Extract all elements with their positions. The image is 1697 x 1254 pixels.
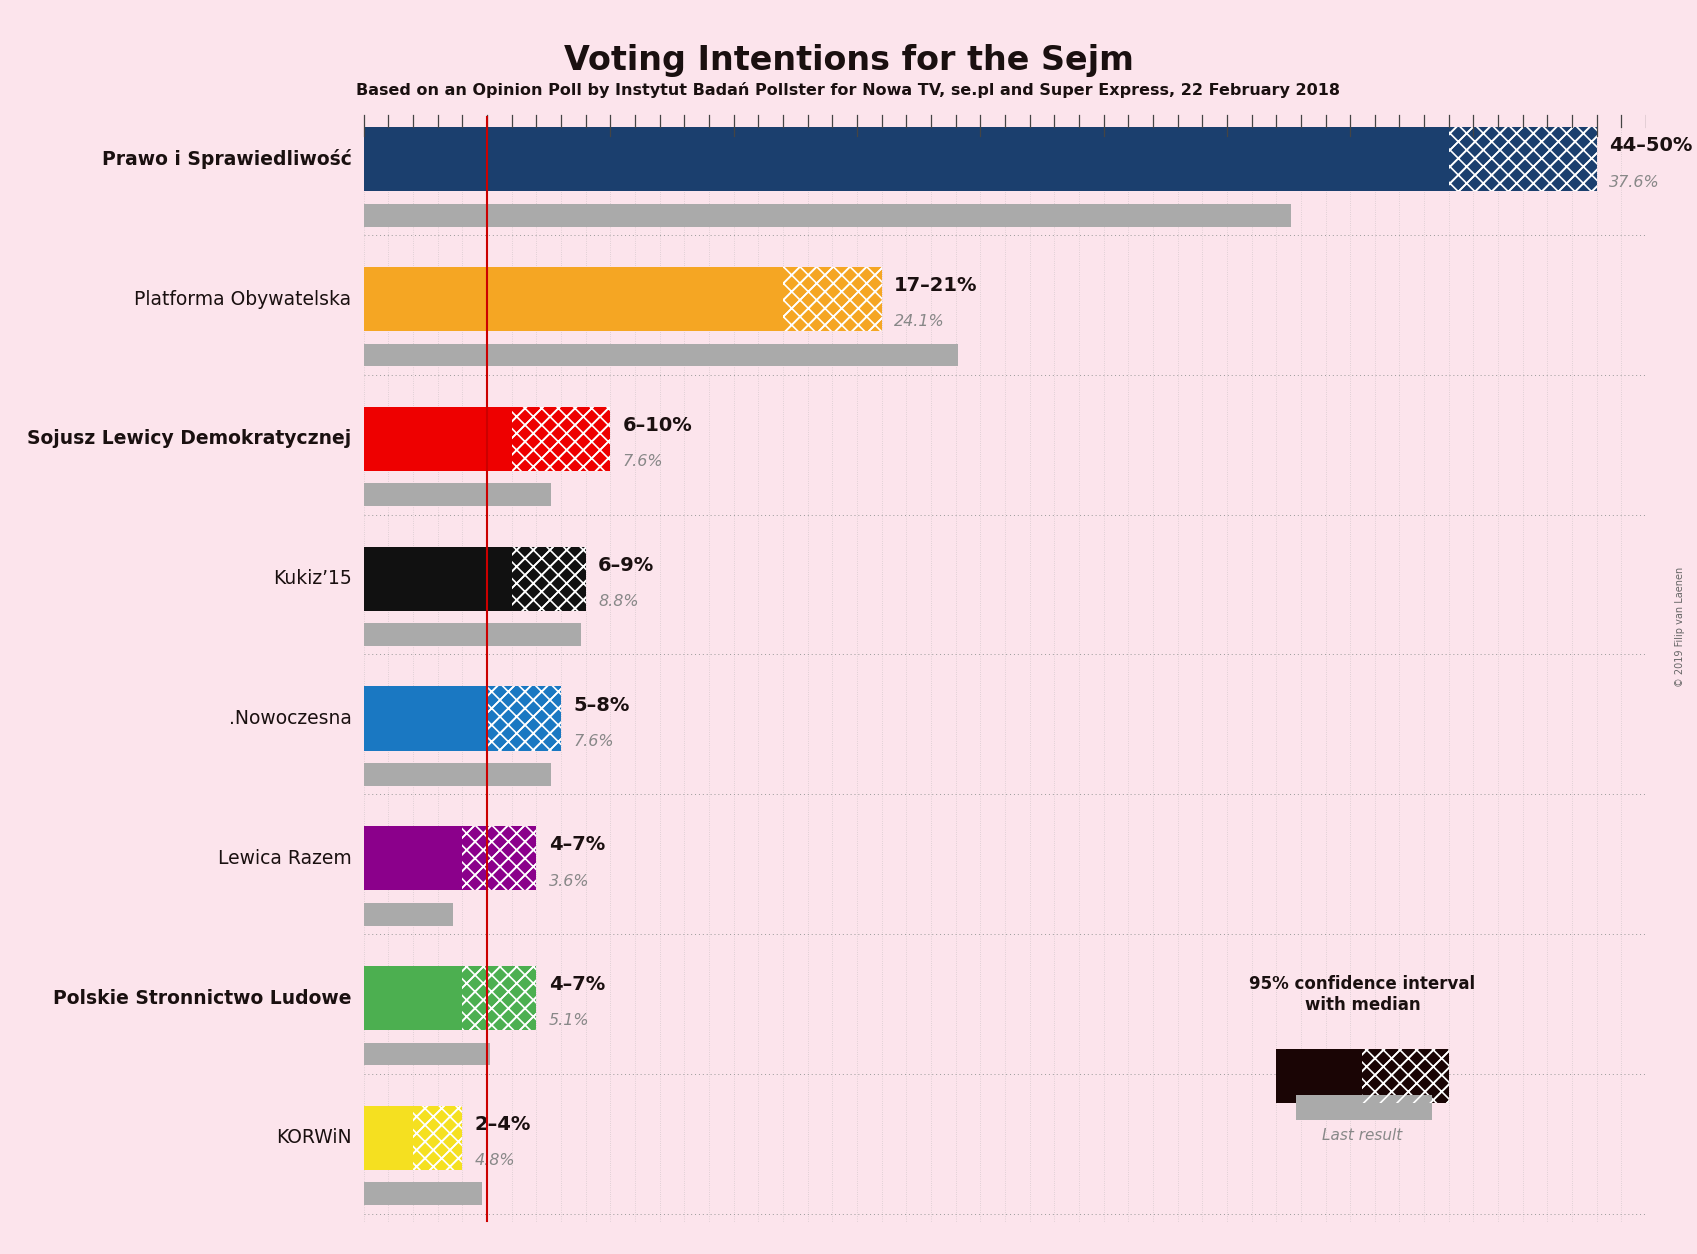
Text: .Nowoczesna: .Nowoczesna xyxy=(229,709,351,729)
Text: Based on an Opinion Poll by Instytut Badań Pollster for Nowa TV, se.pl and Super: Based on an Opinion Poll by Instytut Bad… xyxy=(356,82,1341,98)
Text: Kukiz’15: Kukiz’15 xyxy=(273,569,351,588)
Text: Prawo i Sprawiedliwość: Prawo i Sprawiedliwość xyxy=(102,149,351,169)
Bar xyxy=(462,826,536,890)
Bar xyxy=(363,267,782,331)
Text: 4–7%: 4–7% xyxy=(548,835,604,854)
Bar xyxy=(512,406,611,472)
Text: 6–9%: 6–9% xyxy=(597,556,655,574)
Bar xyxy=(363,547,512,611)
Bar xyxy=(512,547,585,611)
Bar xyxy=(512,406,611,472)
Bar xyxy=(363,344,959,366)
Text: Last result: Last result xyxy=(1322,1129,1403,1144)
Text: 24.1%: 24.1% xyxy=(894,315,945,330)
Bar xyxy=(487,686,562,751)
Bar xyxy=(363,903,453,925)
Text: 37.6%: 37.6% xyxy=(1609,174,1660,189)
Bar xyxy=(487,686,562,751)
Bar xyxy=(1297,1095,1432,1120)
Text: Polskie Stronnictwo Ludowe: Polskie Stronnictwo Ludowe xyxy=(53,988,351,1008)
Bar xyxy=(1276,1048,1363,1104)
Text: KORWiN: KORWiN xyxy=(277,1129,351,1147)
Bar xyxy=(363,1106,412,1170)
Text: Sojusz Lewicy Demokratycznej: Sojusz Lewicy Demokratycznej xyxy=(27,429,351,449)
Text: 5–8%: 5–8% xyxy=(574,696,630,715)
Bar xyxy=(512,547,585,611)
Text: 2–4%: 2–4% xyxy=(475,1115,531,1134)
Text: 4–7%: 4–7% xyxy=(548,976,604,994)
Bar xyxy=(363,686,487,751)
Bar xyxy=(363,484,552,507)
Bar xyxy=(363,764,552,786)
Bar xyxy=(1449,128,1597,192)
Text: 44–50%: 44–50% xyxy=(1609,137,1692,155)
Text: 17–21%: 17–21% xyxy=(894,276,977,295)
Bar xyxy=(462,966,536,1031)
Bar xyxy=(462,826,536,890)
Bar xyxy=(363,826,462,890)
Text: 5.1%: 5.1% xyxy=(548,1013,589,1028)
Bar xyxy=(363,1183,482,1205)
Text: © 2019 Filip van Laenen: © 2019 Filip van Laenen xyxy=(1675,567,1685,687)
Text: Voting Intentions for the Sejm: Voting Intentions for the Sejm xyxy=(563,44,1134,76)
Text: Platforma Obywatelska: Platforma Obywatelska xyxy=(134,290,351,308)
Text: 8.8%: 8.8% xyxy=(597,594,638,609)
Bar xyxy=(782,267,882,331)
Bar xyxy=(412,1106,462,1170)
Bar xyxy=(363,966,462,1031)
Text: 6–10%: 6–10% xyxy=(623,416,692,435)
Bar xyxy=(1363,1048,1449,1104)
Text: Lewica Razem: Lewica Razem xyxy=(217,849,351,868)
Bar xyxy=(363,204,1291,227)
Bar xyxy=(363,406,512,472)
Text: 4.8%: 4.8% xyxy=(475,1154,516,1169)
Text: 95% confidence interval
with median: 95% confidence interval with median xyxy=(1249,974,1476,1013)
Bar xyxy=(1363,1048,1449,1104)
Bar xyxy=(363,1042,489,1066)
Bar xyxy=(363,623,580,646)
Text: 7.6%: 7.6% xyxy=(623,454,664,469)
Bar xyxy=(1449,128,1597,192)
Bar xyxy=(782,267,882,331)
Bar xyxy=(462,966,536,1031)
Bar xyxy=(412,1106,462,1170)
Text: 7.6%: 7.6% xyxy=(574,734,614,749)
Text: 3.6%: 3.6% xyxy=(548,874,589,889)
Bar xyxy=(363,128,1449,192)
